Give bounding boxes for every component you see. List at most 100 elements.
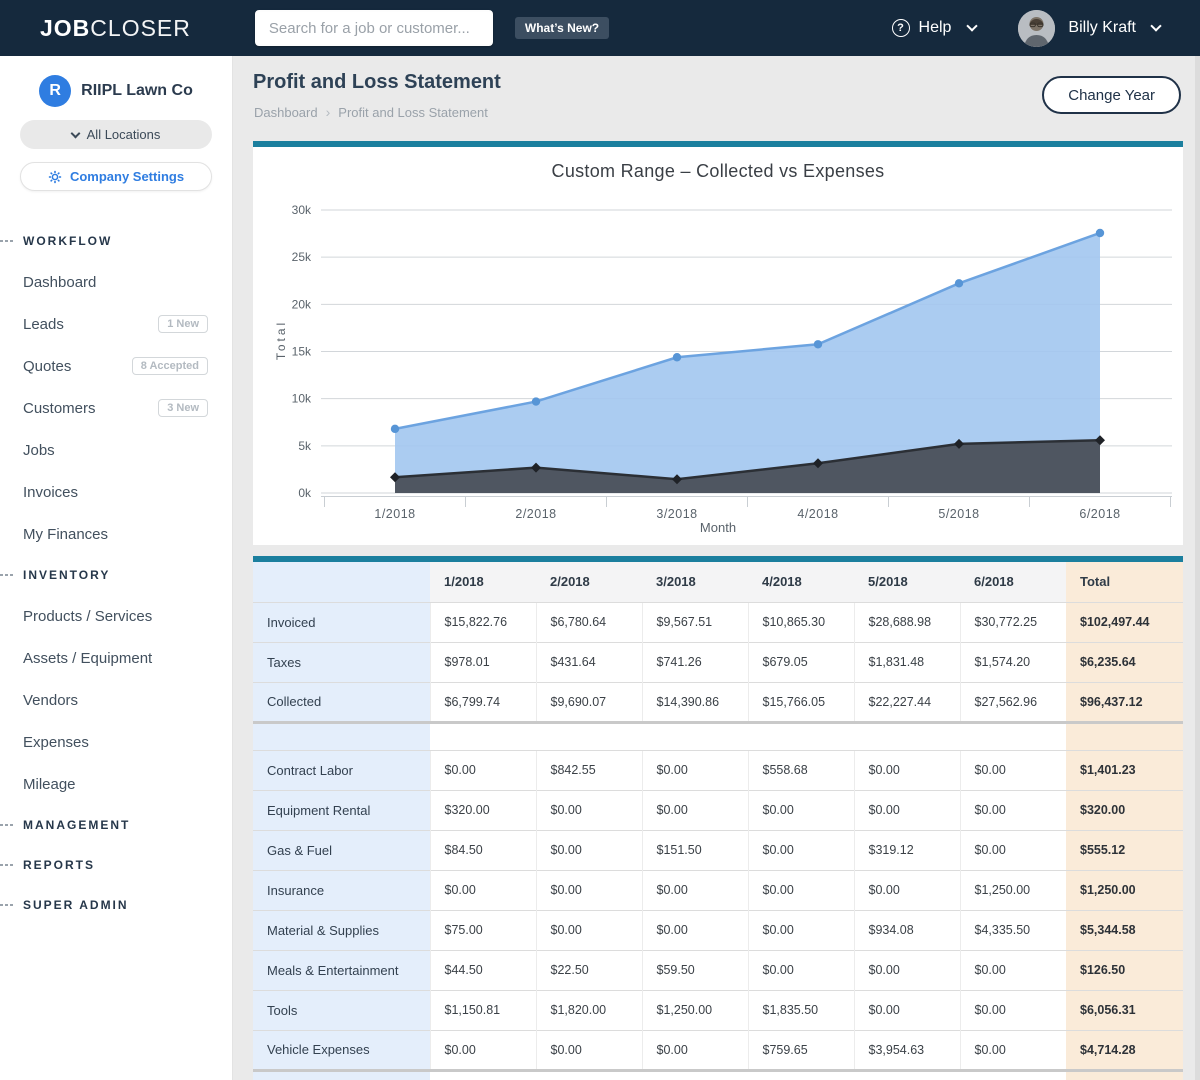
x-tick-label: 5/2018 — [938, 507, 979, 521]
sidebar-item-label: Leads — [23, 315, 64, 333]
row-total-cell: $5,344.58 — [1066, 909, 1183, 950]
pl-area-chart: 0k 5k 10k 15k 20k 25k 30k 1/2018 2/2018 3/2018 4/2… — [292, 203, 1172, 521]
sidebar-item-dashboard[interactable]: Dashboard — [0, 261, 232, 303]
table-cell: $75.00 — [429, 909, 536, 950]
help-icon: ? — [891, 19, 910, 37]
user-name[interactable]: Billy Kraft — [1068, 19, 1136, 36]
user-avatar[interactable] — [1018, 9, 1056, 47]
area-collected — [395, 232, 1100, 493]
sidebar-item-invoices[interactable]: Invoices — [0, 471, 232, 513]
spacer-cell — [748, 1068, 854, 1080]
table-cell: $4,335.50 — [959, 909, 1066, 950]
sidebar-item-label: Expenses — [23, 733, 89, 751]
sidebar-item-mileage[interactable]: Mileage — [0, 763, 232, 805]
section-dash-icon — [0, 240, 15, 242]
sidebar-item-label: Mileage — [23, 775, 76, 793]
table-cell: $22,227.44 — [853, 681, 960, 722]
table-cell: $0.00 — [747, 829, 854, 870]
table-header-cell: 1/2018 — [430, 562, 536, 602]
table-cell: $6,799.74 — [429, 681, 536, 722]
settings-label: Company Settings — [69, 169, 185, 184]
table-cell: $934.08 — [853, 909, 960, 950]
logo-bold: JOB — [40, 14, 91, 41]
table-cell: $0.00 — [641, 909, 748, 950]
point-collected — [954, 279, 964, 288]
row-total-cell: $6,235.64 — [1066, 641, 1183, 682]
row-label: Contract Labor — [253, 749, 430, 790]
point-collected — [531, 397, 541, 406]
table-cell: $0.00 — [535, 909, 642, 950]
table-header-cell: 3/2018 — [642, 562, 748, 602]
all-locations-dropdown[interactable]: All Locations — [20, 120, 212, 149]
line-collected — [394, 231, 1101, 431]
table-header-cell: 2/2018 — [536, 562, 642, 602]
row-total-cell: $96,437.12 — [1066, 681, 1183, 722]
sidebar-item-customers[interactable]: Customers 3 New — [0, 387, 232, 429]
row-label: Material & Supplies — [253, 909, 430, 950]
point-expenses — [813, 458, 823, 469]
table-cell: $0.00 — [747, 789, 854, 830]
spacer-cell — [854, 1068, 960, 1080]
spacer-cell — [430, 720, 536, 750]
row-total-cell: $320.00 — [1066, 789, 1183, 830]
table-cell: $27,562.96 — [959, 681, 1066, 722]
spacer-cell — [642, 720, 748, 750]
sidebar-item-label: My Finances — [23, 525, 109, 543]
point-expenses — [1095, 435, 1105, 446]
table-cell: $558.68 — [747, 749, 854, 790]
breadcrumb-dashboard[interactable]: Dashboard — [254, 104, 318, 120]
section-label: REPORTS — [23, 858, 96, 872]
badge: 8 Accepted — [131, 357, 208, 375]
sidebar-section-inventory[interactable]: INVENTORY — [0, 555, 232, 595]
sidebar-item-expenses[interactable]: Expenses — [0, 721, 232, 763]
locations-label: All Locations — [86, 127, 161, 142]
sidebar-section-management[interactable]: MANAGEMENT — [0, 805, 232, 845]
sidebar-item-quotes[interactable]: Quotes 8 Accepted — [0, 345, 232, 387]
table-cell: $0.00 — [641, 789, 748, 830]
change-year-button[interactable]: Change Year — [1042, 76, 1181, 114]
row-total-cell: $4,714.28 — [1066, 1029, 1183, 1070]
table-cell: $679.05 — [747, 641, 854, 682]
sidebar-section-workflow[interactable]: WORKFLOW — [0, 221, 232, 261]
table-cell: $15,766.05 — [747, 681, 854, 722]
help-menu[interactable]: ? Help — [891, 19, 979, 37]
breadcrumb: Dashboard › Profit and Loss Statement — [254, 104, 488, 120]
table-cell: $0.00 — [853, 789, 960, 830]
spacer-cell — [536, 720, 642, 750]
section-dash-icon — [0, 824, 15, 826]
table-row-contract-labor: Contract Labor $0.00 $842.55 $0.00 $558.68 $0… — [253, 749, 1183, 790]
table-cell: $0.00 — [853, 869, 960, 910]
spacer-cell — [1066, 720, 1183, 750]
section-dash-icon — [0, 904, 15, 906]
company-settings-button[interactable]: Company Settings — [20, 162, 212, 191]
search-input[interactable] — [254, 10, 493, 46]
chart-card: Custom Range – Collected vs Expenses Tot… — [253, 141, 1183, 545]
sidebar-item-products-services[interactable]: Products / Services — [0, 595, 232, 637]
sidebar-section-super-admin[interactable]: SUPER ADMIN — [0, 885, 232, 925]
table-row-vehicle-expenses: Vehicle Expenses $0.00 $0.00 $0.00 $759.65 $3… — [253, 1029, 1183, 1070]
table-cell: $0.00 — [853, 949, 960, 990]
avatar-image — [1018, 9, 1056, 47]
row-label: Gas & Fuel — [253, 829, 430, 870]
row-total-cell: $555.12 — [1066, 829, 1183, 870]
sidebar-item-my-finances[interactable]: My Finances — [0, 513, 232, 555]
jobcloser-logo[interactable]: JOBCLOSER — [40, 15, 191, 42]
vertical-scrollbar[interactable] — [1195, 56, 1200, 1080]
sidebar-item-jobs[interactable]: Jobs — [0, 429, 232, 471]
table-cell: $1,820.00 — [535, 989, 642, 1030]
whats-new-button[interactable]: What’s New? — [514, 17, 610, 39]
sidebar-section-reports[interactable]: REPORTS — [0, 845, 232, 885]
table-cell: $10,865.30 — [747, 601, 854, 642]
table-cell: $0.00 — [535, 829, 642, 870]
table-cell: $3,954.63 — [853, 1029, 960, 1070]
sidebar-item-vendors[interactable]: Vendors — [0, 679, 232, 721]
sidebar-item-leads[interactable]: Leads 1 New — [0, 303, 232, 345]
table-cell: $1,831.48 — [853, 641, 960, 682]
table-cell: $0.00 — [747, 949, 854, 990]
chevron-down-icon — [70, 128, 81, 138]
table-row-tools: Tools $1,150.81 $1,820.00 $1,250.00 $1,835.5… — [253, 989, 1183, 1030]
section-label: INVENTORY — [23, 568, 111, 582]
chevron-down-icon[interactable] — [1150, 20, 1162, 32]
x-tick-label: 4/2018 — [797, 507, 838, 521]
sidebar-item-assets-equipment[interactable]: Assets / Equipment — [0, 637, 232, 679]
